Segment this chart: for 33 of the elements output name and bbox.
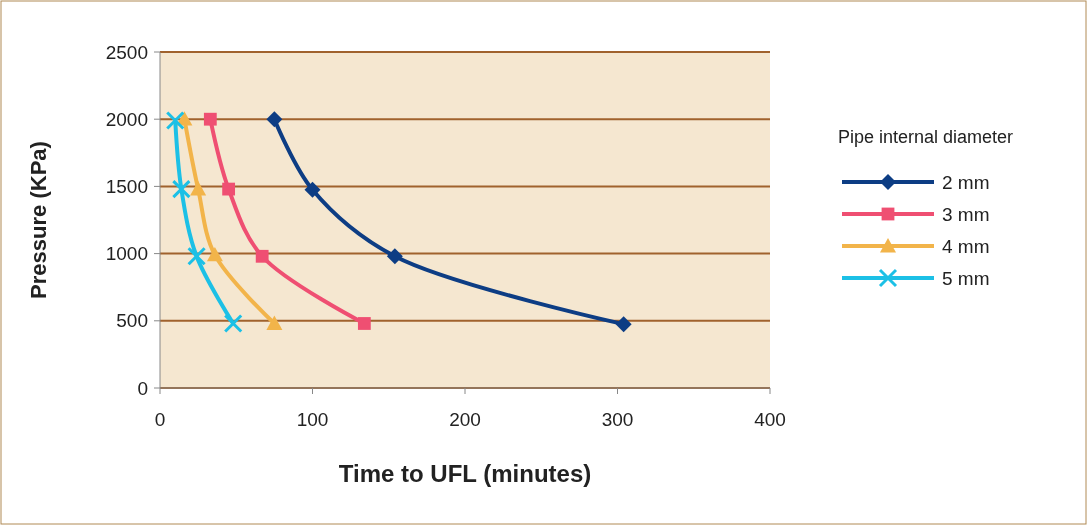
y-tick-label: 500 xyxy=(116,310,148,332)
legend-label: 3 mm xyxy=(942,203,990,225)
y-tick-label: 1000 xyxy=(105,243,148,265)
point xyxy=(165,111,185,131)
point xyxy=(222,182,236,196)
point xyxy=(386,248,403,265)
y-tick-label: 0 xyxy=(137,377,148,399)
y-tick-label: 1500 xyxy=(105,176,148,198)
point xyxy=(190,181,207,196)
x-tick-label: 100 xyxy=(296,409,329,430)
x-tick-label: 0 xyxy=(154,409,166,430)
y-tick-label: 2500 xyxy=(105,41,148,63)
point xyxy=(187,246,207,266)
point xyxy=(206,246,223,262)
point xyxy=(266,111,283,128)
point xyxy=(304,181,321,198)
x-tick-label: 400 xyxy=(754,409,786,430)
x-axis-title: Time to UFL (minutes) xyxy=(338,460,592,487)
legend-title: Pipe internal diameter xyxy=(838,127,1014,147)
point xyxy=(171,179,191,199)
legend-label: 4 mm xyxy=(942,235,990,257)
y-tick-label: 2000 xyxy=(105,108,148,130)
point xyxy=(255,249,269,263)
x-tick-label: 300 xyxy=(601,409,634,430)
point xyxy=(223,313,243,333)
point xyxy=(357,317,371,330)
legend-label: 2 mm xyxy=(942,171,990,193)
legend-label: 5 mm xyxy=(942,267,990,289)
point xyxy=(203,112,217,126)
x-tick-label: 200 xyxy=(449,409,481,430)
y-axis-title: Pressure (KPa) xyxy=(26,141,51,299)
point xyxy=(266,315,283,330)
point xyxy=(615,316,632,333)
